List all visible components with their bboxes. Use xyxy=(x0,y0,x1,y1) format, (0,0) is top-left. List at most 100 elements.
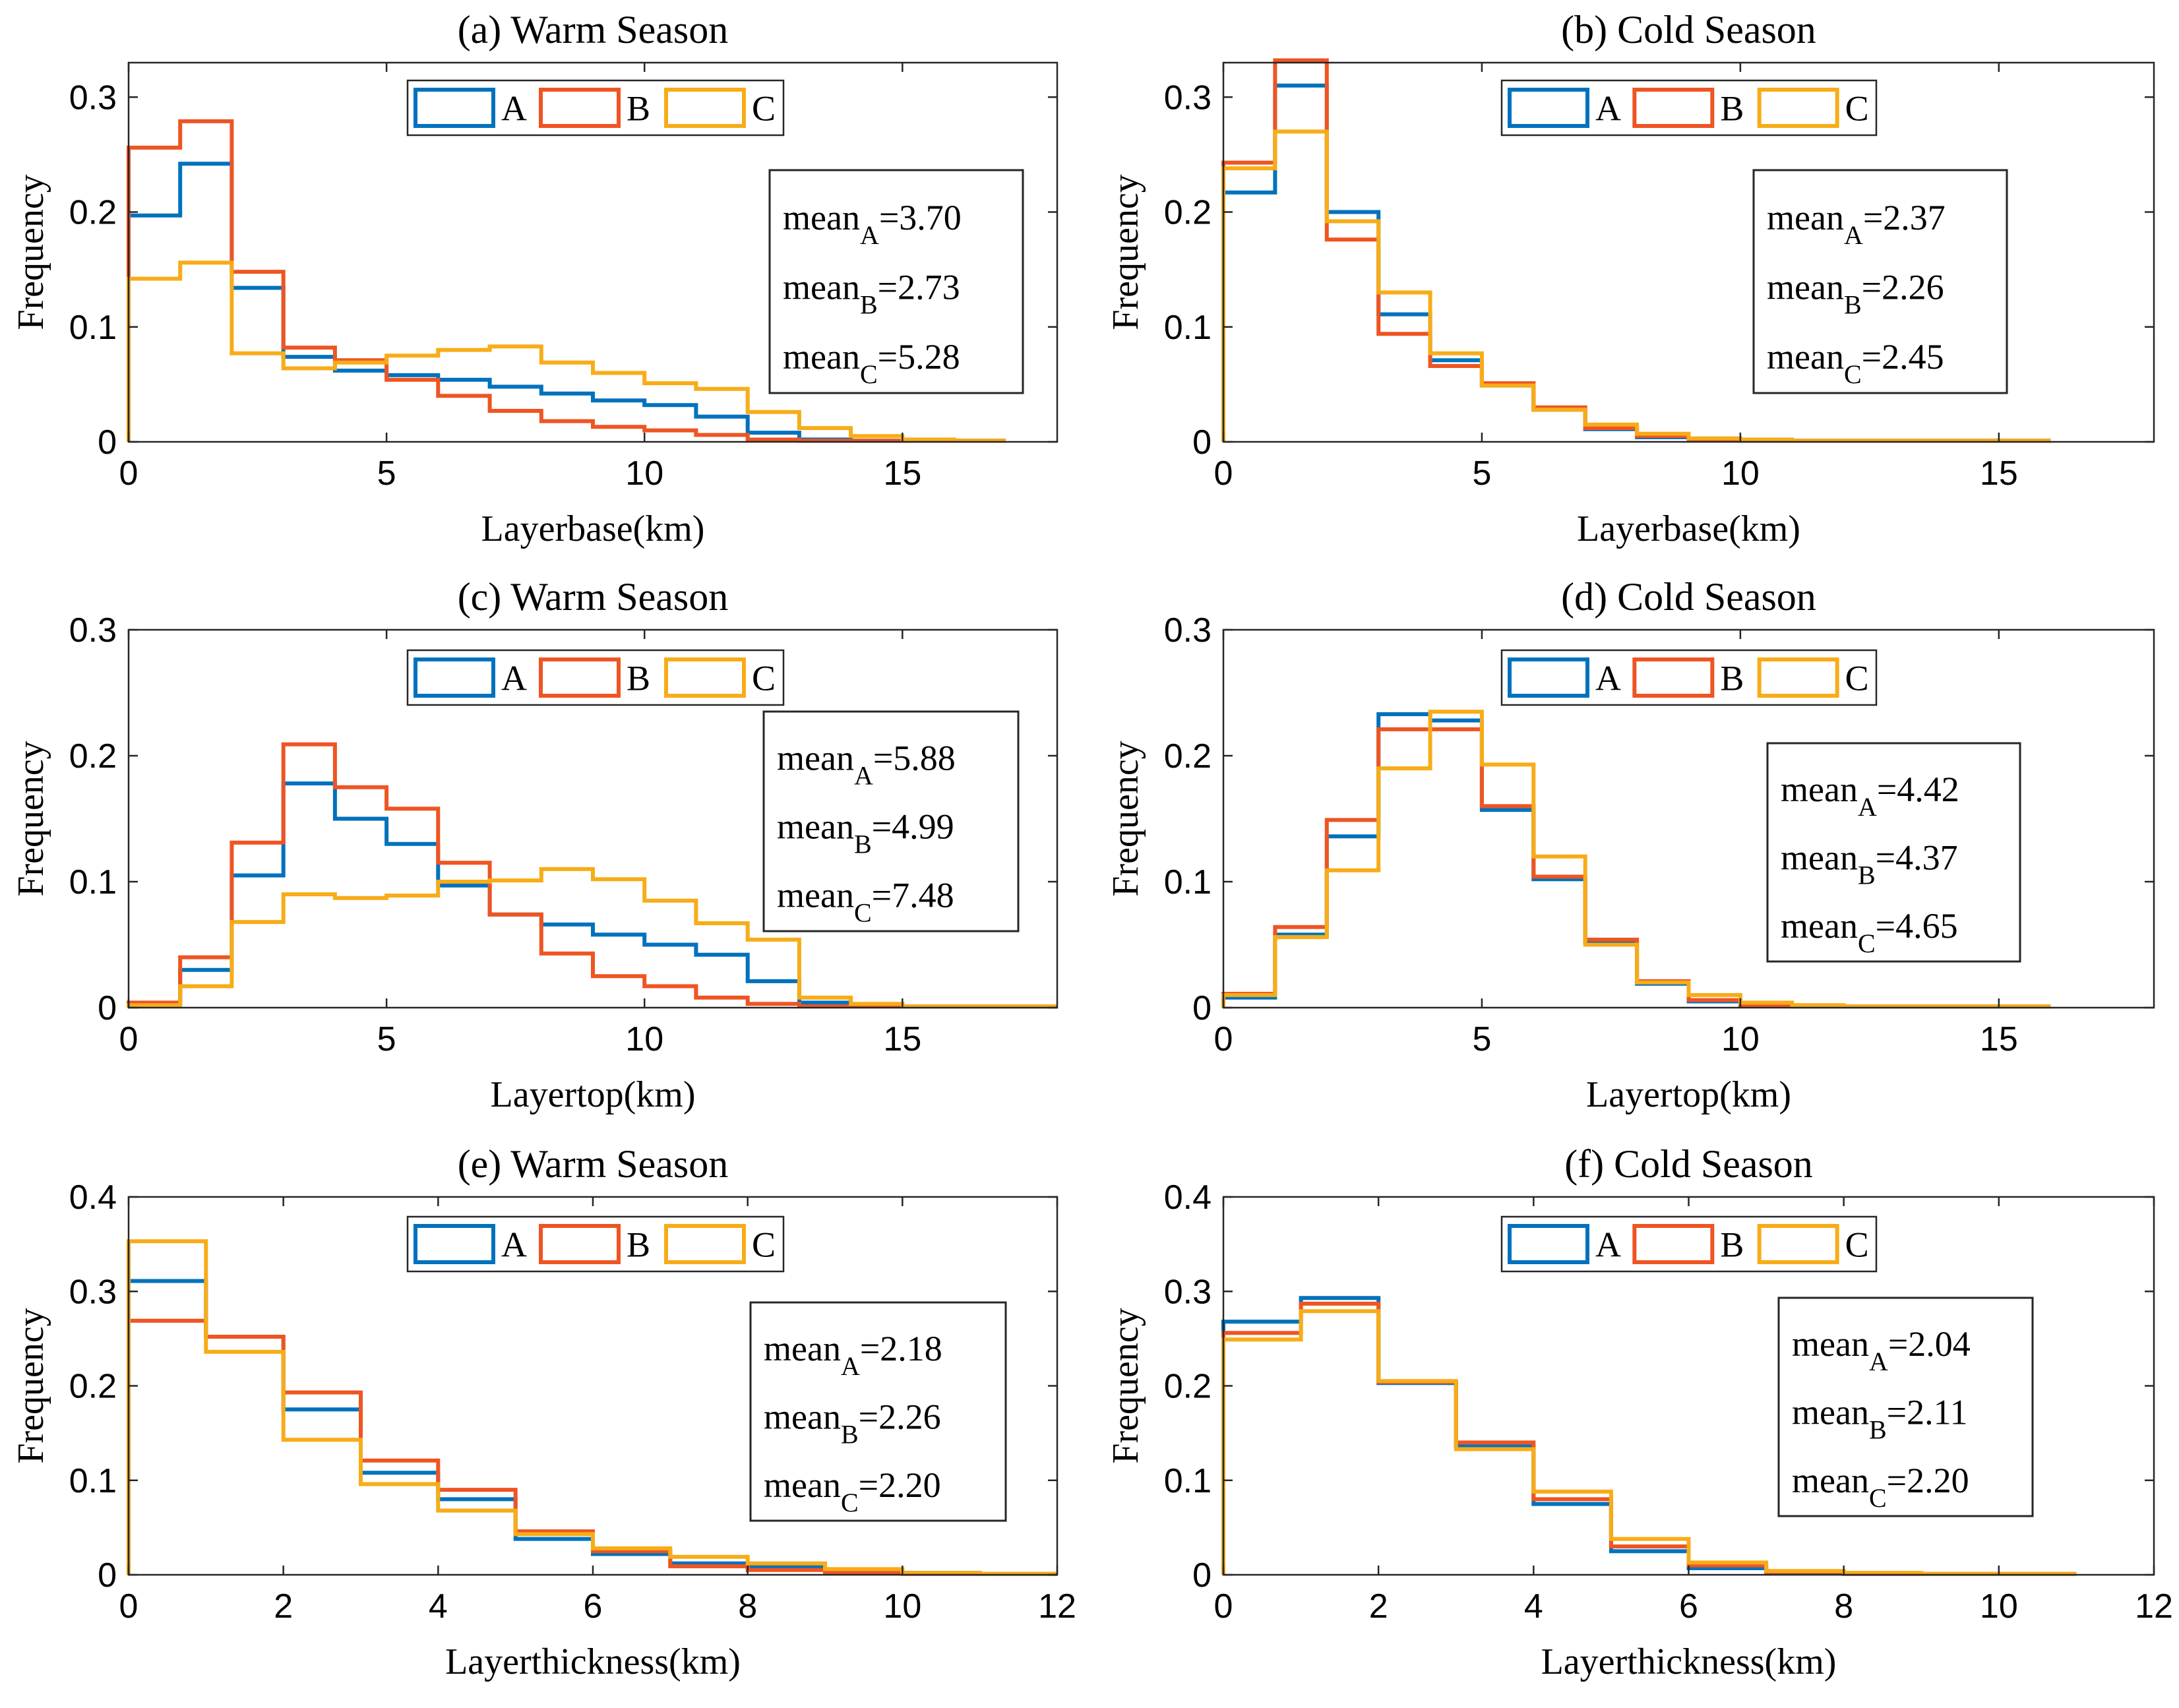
stats-line-B: meanB=2.26 xyxy=(764,1397,941,1449)
legend-label-A: A xyxy=(1595,1225,1621,1265)
panel-c: 0 5 10 15 0 0.1 0.2 0.3 (c) Warm Season Layertop(… xyxy=(11,575,1059,1115)
panel-e: 0 2 4 6 8 10 12 0 0.1 0.2 0.3 0.4 (e) Warm Season Lay… xyxy=(11,1142,1076,1682)
x-tick-label: 0 xyxy=(119,1020,138,1058)
y-tick-label: 0.2 xyxy=(1164,194,1212,232)
stats-subscript: C xyxy=(1844,359,1862,389)
y-tick-label: 0.3 xyxy=(1164,611,1212,650)
stats-line-C: meanC=7.48 xyxy=(777,876,954,928)
stats-mean-word: mean xyxy=(1767,267,1844,307)
legend-label-C: C xyxy=(1845,1225,1869,1265)
stats-mean-word: mean xyxy=(1767,337,1844,377)
stats-mean-word: mean xyxy=(783,267,860,307)
chart-title: (f) Cold Season xyxy=(1564,1142,1813,1186)
stats-mean-value: =3.70 xyxy=(879,198,962,237)
series-B-line xyxy=(127,119,1006,443)
x-axis-label: Layerbase(km) xyxy=(1577,508,1800,549)
x-tick-label: 15 xyxy=(1980,1020,2018,1058)
legend-swatch-A xyxy=(1508,1224,1589,1264)
y-tick-label: 0.4 xyxy=(69,1178,117,1217)
y-tick-label: 0.3 xyxy=(1164,78,1212,117)
stats-line-A: meanA=2.37 xyxy=(1767,198,1946,250)
legend-swatch-B xyxy=(1632,1224,1715,1264)
y-tick-label: 0.1 xyxy=(69,309,117,347)
stats-mean-word: mean xyxy=(777,876,854,915)
stats-line-C: meanC=2.45 xyxy=(1767,337,1944,389)
series-C-line xyxy=(1221,710,2051,1009)
x-tick-label: 10 xyxy=(883,1587,921,1626)
panel-f: 0 2 4 6 8 10 12 0 0.1 0.2 0.3 0.4 (f) Cold Season Lay… xyxy=(1105,1142,2173,1682)
stats-mean-word: mean xyxy=(1781,770,1858,809)
stats-mean-word: mean xyxy=(1792,1461,1869,1500)
stats-subscript: B xyxy=(841,1419,859,1449)
y-tick-label: 0 xyxy=(1192,989,1212,1027)
stats-mean-value: =2.18 xyxy=(860,1329,942,1368)
legend-label-A: A xyxy=(501,89,527,129)
chart-title: (e) Warm Season xyxy=(458,1142,729,1186)
legend-label-C: C xyxy=(752,659,776,698)
stats-line-A: meanA=2.04 xyxy=(1792,1324,1971,1376)
legend-label-C: C xyxy=(752,1225,776,1265)
stats-line-C: meanC=2.20 xyxy=(764,1465,941,1517)
y-tick-label: 0.3 xyxy=(69,1273,117,1311)
axes-frame xyxy=(127,61,1059,443)
stats-subscript: A xyxy=(841,1351,860,1381)
stats-mean-value: =4.99 xyxy=(872,807,954,847)
stats-frame xyxy=(1752,169,2008,394)
x-tick-label: 12 xyxy=(1038,1587,1076,1626)
x-tick-label: 12 xyxy=(2135,1587,2173,1626)
stats-subscript: C xyxy=(860,359,878,389)
x-tick-label: 5 xyxy=(377,1020,396,1058)
legend: A B C xyxy=(406,649,785,706)
stats-line-B: meanB=2.26 xyxy=(1767,267,1944,319)
panel-a: 0 5 10 15 0 0.1 0.2 0.3 (a) Warm Season Layerbase… xyxy=(11,8,1059,549)
stats-mean-value: =2.45 xyxy=(1862,337,1944,377)
y-axis-label: Frequency xyxy=(1105,1308,1146,1463)
legend: A B C xyxy=(1500,1215,1878,1273)
stats-line-B: meanB=2.11 xyxy=(1792,1392,1968,1444)
y-tick-label: 0 xyxy=(98,989,117,1027)
y-tick-label: 0.1 xyxy=(1164,309,1212,347)
legend-swatch-C xyxy=(1757,1224,1839,1264)
legend-swatch-C xyxy=(1757,88,1839,128)
legend-label-B: B xyxy=(627,89,650,129)
y-tick-label: 0 xyxy=(1192,423,1212,462)
x-axis-label: Layertop(km) xyxy=(1586,1074,1791,1115)
legend-label-C: C xyxy=(752,89,776,129)
legend-label-B: B xyxy=(1720,1225,1744,1265)
x-tick-label: 4 xyxy=(429,1587,448,1626)
x-tick-label: 8 xyxy=(738,1587,757,1626)
x-tick-label: 0 xyxy=(1214,454,1233,493)
stats-subscript: B xyxy=(860,290,878,319)
x-tick-label: 0 xyxy=(1214,1587,1233,1626)
stats-mean-value: =4.37 xyxy=(1876,838,1958,877)
stats-subscript: C xyxy=(841,1488,859,1517)
stats-mean-value: =2.11 xyxy=(1887,1392,1968,1432)
stats-frame xyxy=(762,710,1020,932)
x-tick-label: 0 xyxy=(119,454,138,493)
legend: A B C xyxy=(1500,79,1878,137)
stats-subscript: C xyxy=(1858,929,1876,958)
stats-line-A: meanA=4.42 xyxy=(1781,770,1959,822)
y-axis-label: Frequency xyxy=(1105,174,1146,330)
stats-line-C: meanC=4.65 xyxy=(1781,906,1958,958)
series-C-line xyxy=(127,867,1057,1009)
stats-mean-value: =2.20 xyxy=(859,1465,941,1505)
y-tick-label: 0 xyxy=(1192,1556,1212,1595)
legend: A B C xyxy=(406,79,785,137)
x-tick-label: 6 xyxy=(1679,1587,1698,1626)
x-axis-label: Layertop(km) xyxy=(491,1074,696,1115)
stats-mean-value: =2.37 xyxy=(1863,198,1946,237)
legend: A B C xyxy=(406,1215,785,1273)
panel-b: 0 5 10 15 0 0.1 0.2 0.3 (b) Cold Season Layerbase… xyxy=(1105,8,2155,549)
x-axis-label: Layerthickness(km) xyxy=(445,1641,741,1682)
stats-line-B: meanB=2.73 xyxy=(783,267,960,319)
y-tick-label: 0.2 xyxy=(69,194,117,232)
y-tick-label: 0 xyxy=(98,1556,117,1595)
stats-mean-value: =2.20 xyxy=(1887,1461,1969,1500)
legend-swatch-B xyxy=(1632,657,1715,698)
y-tick-label: 0.3 xyxy=(69,611,117,650)
stats-mean-value: =2.73 xyxy=(878,267,960,307)
